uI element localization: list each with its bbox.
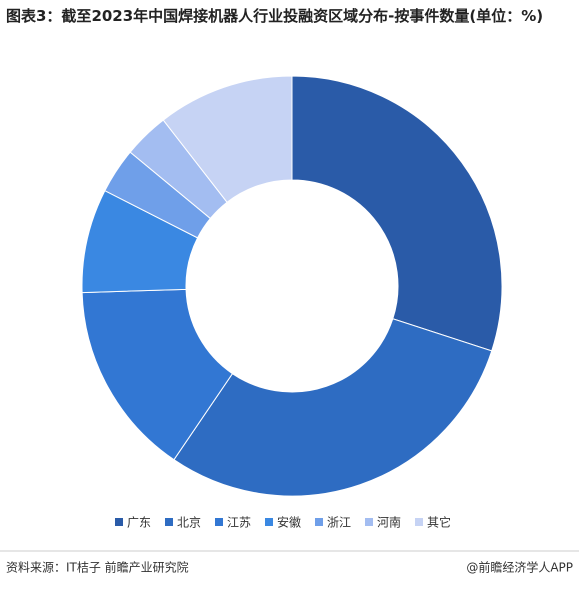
legend-swatch bbox=[215, 518, 223, 526]
chart-title: 图表3：截至2023年中国焊接机器人行业投融资区域分布-按事件数量(单位：%) bbox=[6, 7, 544, 25]
legend-swatch bbox=[315, 518, 323, 526]
donut-segment bbox=[173, 318, 493, 497]
legend-swatch bbox=[365, 518, 373, 526]
legend-label: 北京 bbox=[177, 516, 201, 530]
legend-label: 安徽 bbox=[277, 515, 301, 530]
legend-swatch bbox=[265, 518, 273, 526]
legend-label: 浙江 bbox=[327, 516, 351, 530]
legend-swatch bbox=[165, 518, 173, 526]
legend-label: 江苏 bbox=[227, 516, 251, 530]
legend-swatch bbox=[115, 518, 123, 526]
donut-segment bbox=[162, 75, 293, 203]
legend-label: 河南 bbox=[377, 515, 401, 530]
legend-label: 其它 bbox=[427, 515, 451, 530]
donut-segment bbox=[81, 288, 234, 461]
legend-label: 广东 bbox=[127, 516, 151, 530]
source: 资料来源：IT桔子 前瞻产业研究院 bbox=[6, 560, 189, 575]
legend-swatch bbox=[415, 518, 423, 526]
credit: @前瞻经济学人APP bbox=[466, 560, 573, 575]
donut-segment bbox=[291, 75, 503, 352]
